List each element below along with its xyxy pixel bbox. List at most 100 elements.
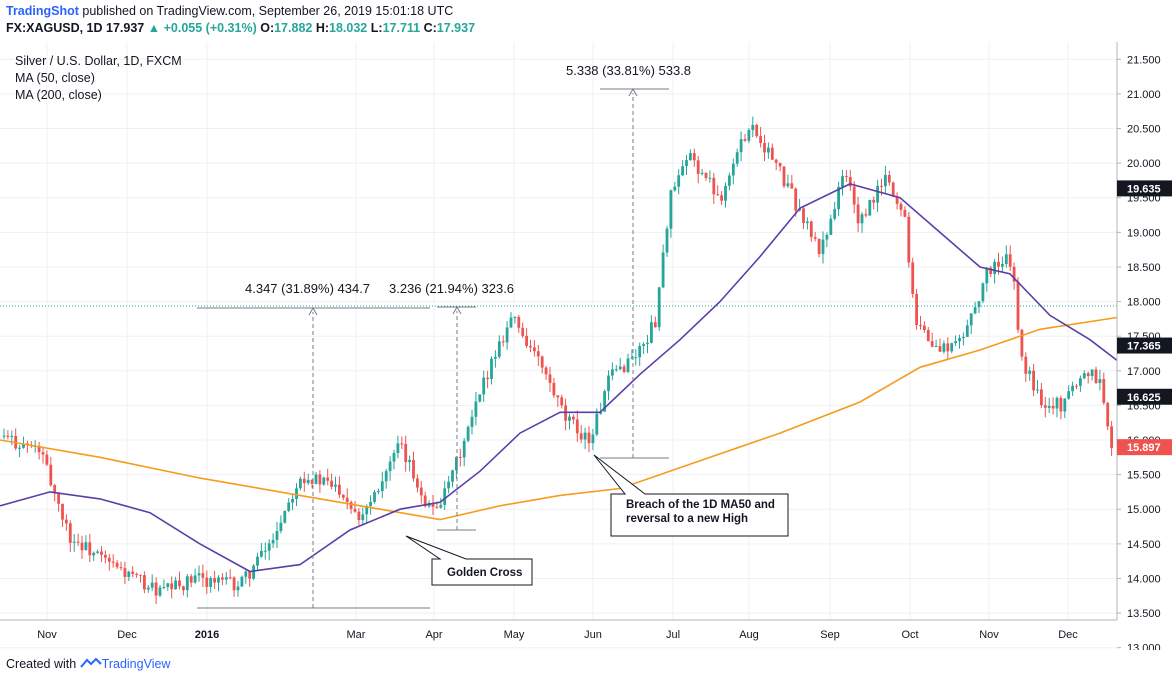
price-label-box	[1117, 439, 1172, 456]
candle-body	[685, 160, 688, 167]
price-label-box	[1117, 388, 1172, 405]
candle-body	[1055, 397, 1059, 409]
candle-body	[817, 238, 821, 254]
candle-body	[384, 471, 388, 482]
candle-body	[634, 357, 638, 359]
candle-body	[224, 577, 228, 580]
candle-body	[443, 488, 447, 505]
candle-body	[930, 341, 934, 347]
candle-body	[419, 487, 423, 496]
price-labels: 19.635 17.365 16.625 15.897	[1117, 180, 1172, 456]
candle-body	[423, 495, 427, 507]
candle-body	[825, 234, 829, 240]
candle-body	[661, 252, 665, 288]
open-label: O:	[260, 21, 275, 35]
candle-body	[1059, 397, 1063, 412]
candle-body	[1067, 391, 1071, 399]
candle-body	[1004, 254, 1008, 264]
candle-body	[751, 124, 755, 131]
golden-cross-callout	[405, 535, 533, 586]
candle-body	[595, 413, 599, 435]
candle-body	[431, 502, 435, 507]
candle-body	[884, 174, 887, 187]
candle-body	[291, 498, 294, 503]
x-tick-label: Oct	[901, 629, 918, 641]
candle-body	[338, 484, 341, 495]
candle-body	[611, 369, 614, 376]
candle-body	[560, 397, 564, 406]
candle-body	[973, 307, 977, 314]
candle-body	[439, 504, 443, 508]
candle-body	[143, 575, 146, 590]
candle-body	[57, 493, 60, 504]
candle-body	[466, 426, 470, 441]
candle-body	[139, 574, 142, 576]
footer-tradingview-link[interactable]: TradingView	[101, 657, 171, 671]
candle-body	[37, 445, 41, 453]
candle-body	[977, 301, 981, 308]
candle-body	[501, 341, 505, 343]
candle-body	[965, 325, 969, 337]
candle-body	[638, 345, 642, 358]
candle-body	[49, 464, 53, 486]
candle-body	[618, 366, 622, 370]
candle-body	[782, 166, 786, 187]
candle-body	[981, 283, 985, 302]
candle-body	[985, 267, 989, 284]
publish-info: published on TradingView.com, September …	[82, 4, 454, 18]
candle-body	[903, 209, 907, 217]
candle-body	[447, 481, 450, 489]
ma200-line	[0, 316, 1118, 521]
candle-body	[938, 346, 942, 352]
candle-body	[954, 341, 957, 344]
candle-body	[540, 356, 544, 368]
candle-body	[962, 336, 965, 339]
candle-body	[154, 582, 158, 596]
candle-body	[322, 477, 326, 485]
candle-body	[743, 139, 747, 141]
candle-body	[244, 571, 248, 577]
candle-body	[763, 143, 766, 153]
candle-body	[860, 214, 864, 224]
candle-body	[53, 485, 57, 494]
candle-body	[213, 578, 216, 583]
candle-body	[178, 580, 181, 587]
candle-body	[607, 375, 610, 392]
author-name[interactable]: TradingShot	[6, 4, 79, 18]
arrow-up-icon	[308, 306, 318, 316]
candle-body	[104, 554, 107, 558]
candle-body	[868, 199, 872, 216]
candle-body	[256, 556, 259, 566]
candle-body	[287, 502, 291, 511]
candle-body	[396, 443, 400, 454]
candle-body	[146, 587, 150, 590]
candle-body	[739, 139, 743, 153]
candle-body	[201, 573, 205, 578]
candle-body	[583, 432, 587, 440]
candle-body	[848, 177, 852, 187]
y-tick-label: 13.500	[1127, 608, 1161, 620]
candle-body	[997, 261, 1000, 267]
candle-body	[813, 237, 817, 239]
price-chart[interactable]: 4.347 (31.89%) 434.7 3.236 (21.94%) 323.…	[0, 42, 1176, 650]
candle-body	[505, 327, 509, 343]
y-tick-label: 21.500	[1127, 54, 1161, 66]
candle-body	[205, 577, 209, 587]
candle-body	[127, 571, 131, 577]
candle-body	[704, 172, 708, 178]
candle-body	[689, 153, 692, 161]
candle-body	[279, 522, 283, 532]
candle-body	[275, 531, 279, 540]
candle-body	[197, 573, 201, 576]
candle-body	[392, 453, 396, 462]
candle-body	[380, 481, 384, 492]
candle-body	[899, 203, 903, 210]
candle-body	[728, 175, 731, 186]
candle-body	[458, 456, 462, 458]
x-tick-label: Jun	[584, 629, 602, 641]
candle-body	[131, 571, 135, 574]
y-tick-label: 15.500	[1127, 470, 1161, 482]
x-ticks: Nov Dec 2016 Mar Apr May Jun Jul Aug Sep Oct Nov Dec	[37, 629, 1078, 641]
candle-body	[1001, 263, 1004, 267]
candle-body	[1028, 370, 1032, 374]
